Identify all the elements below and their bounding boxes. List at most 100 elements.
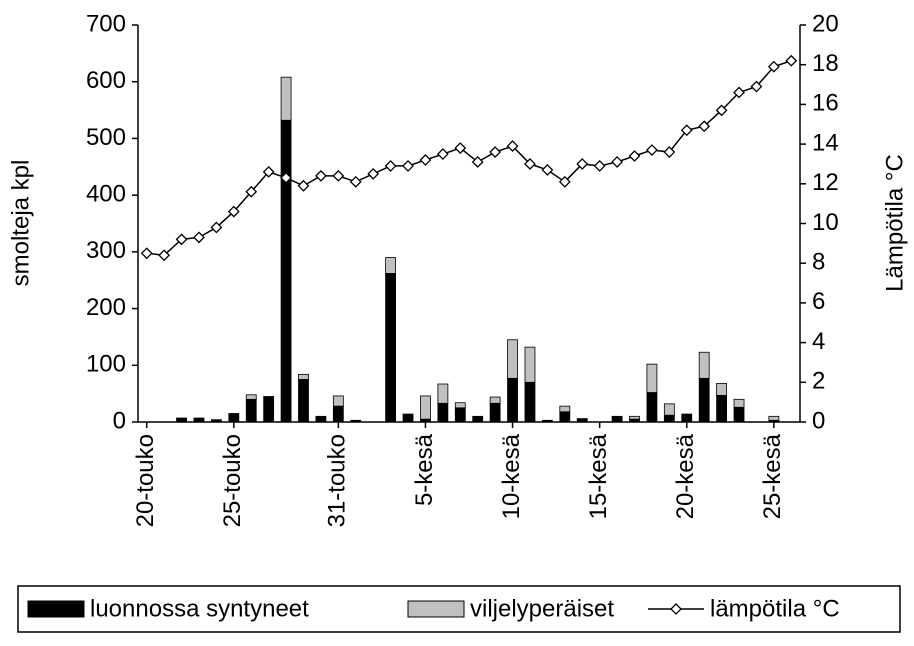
- bar-segment: [437, 383, 449, 404]
- bar-segment: [245, 394, 257, 400]
- bar-segment: [280, 76, 292, 121]
- legend-label: luonnossa syntyneet: [90, 595, 309, 622]
- bar-segment: [193, 417, 205, 423]
- bar-segment: [298, 373, 309, 380]
- y2-tick-label: 4: [812, 328, 825, 355]
- line-marker: [454, 142, 467, 154]
- y-tick-label: 0: [113, 407, 126, 434]
- y-tick-label: 600: [86, 67, 126, 94]
- bar-segment: [663, 414, 675, 423]
- line-marker: [750, 80, 763, 93]
- y-tick-label: 100: [86, 351, 126, 378]
- y2-tick-label: 12: [812, 169, 839, 196]
- y-tick-label: 700: [86, 10, 126, 37]
- bar-segment: [524, 346, 536, 383]
- bar-segment: [611, 415, 623, 423]
- y2-tick-label: 8: [812, 249, 825, 276]
- bar-segment: [454, 407, 466, 423]
- line-marker: [419, 154, 432, 166]
- y-tick-label: 200: [86, 294, 126, 321]
- bar-segment: [437, 402, 449, 423]
- bar-segment: [454, 402, 466, 409]
- y-tick-label: 400: [86, 180, 126, 207]
- bar-segment: [489, 402, 501, 423]
- bar-segment: [698, 377, 710, 423]
- line-marker: [315, 169, 327, 182]
- y-tick-label: 500: [86, 124, 126, 151]
- line-marker: [767, 60, 780, 73]
- legend-label: viljelyperäiset: [470, 595, 614, 622]
- legend-label: lämpötila °C: [710, 595, 840, 622]
- bar-segment: [176, 417, 187, 419]
- y2-tick-label: 18: [812, 50, 839, 77]
- y2-tick-label: 16: [812, 90, 839, 117]
- x-tick-label: 25-touko: [219, 434, 246, 527]
- line-marker: [280, 171, 292, 184]
- x-tick-label: 5-kesä: [411, 433, 438, 506]
- line-marker: [646, 144, 658, 156]
- bar-segment: [716, 383, 728, 396]
- line-marker: [698, 120, 711, 133]
- legend-marker: [670, 603, 682, 615]
- line-marker: [489, 146, 502, 158]
- line-marker: [524, 158, 536, 170]
- bar-segment: [315, 415, 327, 423]
- line-marker: [611, 156, 623, 168]
- bar-segment: [176, 418, 187, 423]
- bar-segment: [681, 413, 693, 423]
- line-marker: [715, 104, 728, 117]
- bar-segment: [298, 379, 309, 423]
- line-marker: [576, 158, 589, 170]
- bar-segment: [420, 418, 431, 423]
- legend-swatch: [407, 600, 465, 618]
- x-tick-label: 25-kesä: [759, 433, 786, 519]
- line-marker: [367, 167, 380, 180]
- line-marker: [384, 160, 397, 172]
- line-marker: [471, 156, 484, 168]
- bar-segment: [559, 405, 571, 413]
- line-marker: [733, 86, 745, 99]
- line-marker: [158, 249, 171, 262]
- line: [146, 60, 792, 257]
- line-marker: [663, 146, 676, 158]
- y2-tick-label: 2: [812, 368, 825, 395]
- bar-segment: [733, 398, 745, 408]
- x-tick-label: 15-kesä: [585, 433, 612, 519]
- bar-segment: [489, 396, 501, 404]
- bar-segment: [402, 413, 414, 423]
- line-marker: [506, 140, 519, 153]
- line-marker: [436, 148, 449, 160]
- bar-segment: [646, 392, 658, 423]
- line-marker: [140, 247, 153, 260]
- line-marker: [593, 160, 606, 172]
- legend-box: [17, 585, 901, 633]
- bar-segment: [350, 419, 362, 423]
- bar-segment: [385, 273, 397, 423]
- bar-segment: [280, 119, 292, 423]
- bar-segment: [472, 415, 484, 423]
- bar-segment: [524, 381, 536, 423]
- bar-segment: [332, 405, 344, 423]
- y-tick-label: 300: [86, 237, 126, 264]
- line-marker: [785, 54, 798, 67]
- bar-segment: [507, 377, 518, 423]
- line-marker: [210, 221, 223, 234]
- bar-segment: [629, 415, 640, 420]
- line-marker: [558, 175, 571, 188]
- bar-segment: [245, 398, 257, 423]
- y2-tick-label: 0: [812, 407, 825, 434]
- bar-segment: [716, 394, 728, 423]
- line-marker: [297, 179, 310, 192]
- line-marker: [680, 124, 693, 137]
- bar-segment: [420, 395, 431, 420]
- line-marker: [628, 150, 641, 162]
- bar-segment: [629, 418, 640, 423]
- bar-segment: [210, 419, 222, 423]
- bar-segment: [263, 396, 275, 423]
- bar-segment: [733, 406, 745, 423]
- line-marker: [227, 205, 240, 218]
- bar-segment: [541, 419, 553, 423]
- y2-tick-label: 10: [812, 209, 839, 236]
- x-tick-label: 20-touko: [132, 434, 159, 527]
